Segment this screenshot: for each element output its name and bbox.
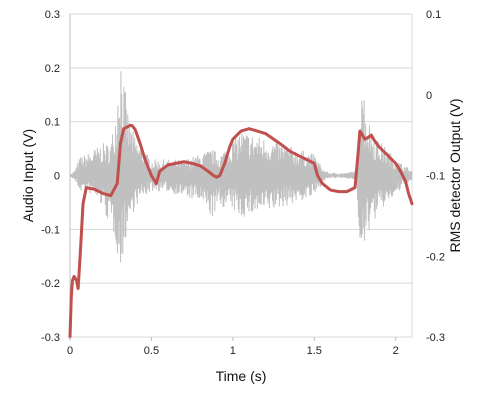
y-left-tick-label: -0.3 (41, 332, 60, 344)
y-left-axis-title: Audio Input (V) (20, 129, 36, 222)
y-left-tick-label: -0.2 (41, 278, 60, 290)
x-tick-label: 0 (67, 345, 73, 357)
rms-detector-series (68, 123, 414, 339)
y-right-tick-labels: -0.3 -0.2 -0.1 0 0.1 (426, 9, 445, 344)
y-right-tick-label: -0.3 (426, 332, 445, 344)
x-tick-label: 2 (393, 345, 399, 357)
y-right-tick-label: -0.1 (426, 171, 445, 183)
y-left-tick-label: 0.1 (45, 117, 60, 129)
x-tick-labels: 0 0.5 1 1.5 2 (67, 337, 399, 357)
y-left-tick-labels: -0.3 -0.2 -0.1 0 0.1 0.2 0.3 (41, 9, 60, 344)
y-right-tick-label: -0.2 (426, 251, 445, 263)
y-left-tick-label: 0.3 (45, 9, 60, 21)
y-left-tick-label: 0 (54, 171, 60, 183)
x-axis-title: Time (s) (216, 368, 267, 384)
y-right-tick-label: 0 (426, 90, 432, 102)
y-left-tick-label: 0.2 (45, 63, 60, 75)
x-tick-label: 0.5 (144, 345, 159, 357)
x-tick-label: 1.5 (307, 345, 322, 357)
x-tick-label: 1 (230, 345, 236, 357)
y-right-tick-label: 0.1 (426, 9, 441, 21)
audio-input-series (69, 71, 413, 263)
y-right-axis-title: RMS detector Output (V) (447, 98, 463, 252)
y-left-tick-label: -0.1 (41, 224, 60, 236)
